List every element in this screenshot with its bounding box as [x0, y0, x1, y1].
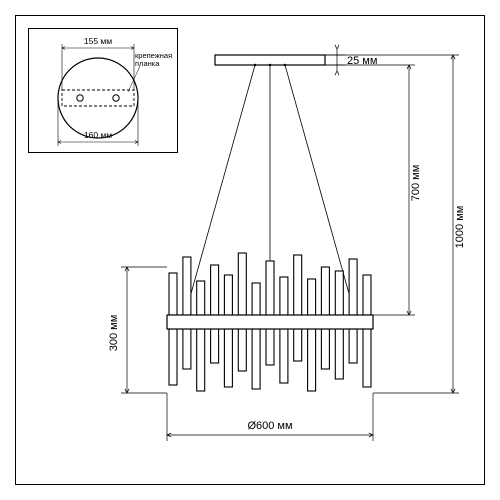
dim-25 — [325, 49, 345, 71]
rod-up — [349, 259, 357, 315]
mounting-hole-1 — [77, 95, 83, 101]
dim-300 — [121, 267, 167, 393]
rod-up — [280, 277, 288, 315]
dim-600 — [167, 393, 373, 441]
dim-300-label: 300 мм — [108, 315, 120, 352]
rod-up — [211, 265, 219, 315]
canopy-circle — [58, 58, 138, 138]
rod-down — [224, 329, 232, 387]
rod-down — [252, 329, 260, 389]
rod-up — [197, 281, 205, 315]
mounting-hole-2 — [113, 95, 119, 101]
dim-1000-label: 1000 мм — [454, 206, 466, 249]
ring-bar — [167, 315, 373, 329]
rod-down — [211, 329, 219, 363]
rod-up — [294, 255, 302, 315]
dim-700-label: 700 мм — [410, 165, 422, 202]
rod-up — [169, 273, 177, 315]
inset-dim-155-label: 155 мм — [84, 36, 112, 46]
inset-drawing: 155 мм крепежная планка 160 мм — [28, 28, 178, 153]
rod-up — [252, 283, 260, 315]
mounting-bracket — [62, 90, 134, 106]
rod-up — [308, 279, 316, 315]
rod-up — [238, 253, 246, 315]
rod-down — [335, 329, 343, 379]
rod-down — [308, 329, 316, 391]
inset-bracket-label-line2: планка — [135, 59, 160, 68]
rod-down — [169, 329, 177, 385]
rod-down — [238, 329, 246, 371]
rod-down — [349, 329, 357, 363]
rod-down — [280, 329, 288, 383]
dim-1000 — [325, 55, 459, 393]
inset-dim-160-label: 160 мм — [84, 130, 112, 140]
rod-up — [266, 261, 274, 315]
rod-up — [321, 267, 329, 315]
rod-up — [363, 275, 371, 315]
rod-down — [294, 329, 302, 361]
rod-down — [183, 329, 191, 369]
rod-up — [183, 257, 191, 315]
dim-600-label: Ø600 мм — [247, 420, 292, 432]
ceiling-plate — [215, 55, 325, 66]
inset-bracket-label: крепежная планка — [135, 51, 174, 68]
rod-down — [197, 329, 205, 391]
rod-down — [321, 329, 329, 369]
rod-down — [266, 329, 274, 365]
rod-up — [335, 271, 343, 315]
rod-down — [363, 329, 371, 387]
rod-up — [224, 275, 232, 315]
